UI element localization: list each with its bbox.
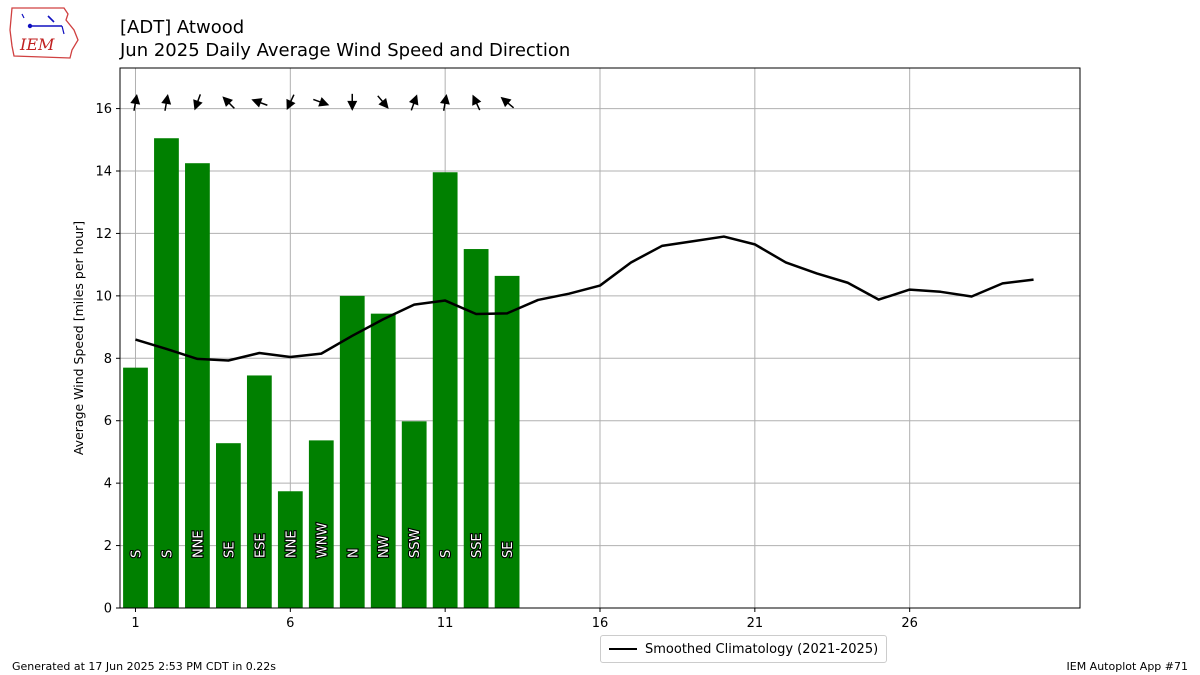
wind-direction-arrow bbox=[408, 94, 419, 111]
wind-direction-label: WNW bbox=[315, 522, 330, 558]
wind-direction-arrow bbox=[347, 93, 358, 111]
arrow-head bbox=[130, 93, 141, 105]
logo-text: IEM bbox=[19, 35, 55, 54]
wind-speed-bar bbox=[370, 313, 396, 608]
wind-arrows-layer bbox=[130, 93, 515, 111]
arrow-head bbox=[286, 98, 296, 111]
arrow-head bbox=[347, 100, 358, 111]
iem-logo: IEM bbox=[9, 7, 79, 59]
wind-speed-bar bbox=[216, 443, 241, 608]
wind-direction-label: NNE bbox=[191, 530, 206, 558]
wind-direction-arrow bbox=[161, 93, 172, 111]
wind-direction-arrow bbox=[313, 97, 330, 107]
arrow-head bbox=[251, 98, 263, 108]
direction-labels-layer: S S NNE SE ESE NNE WNW N NW SSW S SSE SE bbox=[128, 521, 517, 559]
wind-speed-bar bbox=[123, 367, 148, 608]
wind-speed-bar bbox=[463, 249, 489, 608]
wind-direction-label: N bbox=[346, 548, 361, 558]
legend-label: Smoothed Climatology (2021-2025) bbox=[645, 641, 879, 657]
wind-direction-arrow bbox=[251, 98, 268, 108]
wind-direction-label: S bbox=[439, 550, 454, 558]
wind-direction-arrow bbox=[500, 96, 515, 109]
footer-generated-text: Generated at 17 Jun 2025 2:53 PM CDT in … bbox=[12, 660, 277, 673]
arrow-head bbox=[472, 94, 482, 106]
bars-layer bbox=[123, 138, 520, 609]
y-tick-label: 10 bbox=[95, 289, 112, 304]
arrow-head bbox=[408, 94, 419, 106]
wind-direction-label: NNE bbox=[284, 530, 299, 558]
wind-direction-arrow bbox=[439, 93, 450, 111]
y-tick-label: 6 bbox=[104, 414, 112, 429]
wind-direction-arrow bbox=[193, 94, 203, 111]
y-tick-label: 12 bbox=[95, 227, 112, 242]
climatology-line bbox=[135, 235, 1034, 362]
arrow-head bbox=[500, 96, 512, 108]
y-tick-label: 4 bbox=[104, 477, 112, 492]
logo-station-dot bbox=[27, 23, 33, 29]
wind-direction-label: SE bbox=[501, 542, 516, 558]
x-tick-label: 11 bbox=[437, 616, 454, 631]
wind-speed-bar bbox=[432, 172, 458, 608]
arrow-head bbox=[378, 97, 389, 109]
wind-speed-bar bbox=[308, 440, 334, 608]
wind-direction-label: SSE bbox=[470, 533, 485, 558]
wind-speed-bar bbox=[185, 163, 210, 608]
x-tick-label: 16 bbox=[592, 616, 609, 631]
chart-title-line-2: Jun 2025 Daily Average Wind Speed and Di… bbox=[120, 40, 571, 61]
wind-direction-label: NW bbox=[377, 535, 392, 558]
wind-speed-bar bbox=[277, 491, 303, 608]
wind-direction-arrow bbox=[472, 94, 482, 111]
arrow-head bbox=[161, 93, 172, 105]
y-tick-label: 16 bbox=[95, 102, 112, 117]
wind-direction-arrow bbox=[130, 93, 141, 111]
y-tick-label: 0 bbox=[104, 602, 112, 617]
wind-direction-arrow bbox=[222, 96, 235, 109]
wind-direction-arrow bbox=[377, 95, 389, 109]
y-tick-label: 8 bbox=[104, 352, 112, 367]
wind-direction-arrow bbox=[286, 94, 296, 111]
x-tick-label: 21 bbox=[747, 616, 764, 631]
y-tick-label: 2 bbox=[104, 539, 112, 554]
wind-direction-label: SE bbox=[222, 542, 237, 558]
wind-speed-bar bbox=[154, 138, 179, 609]
arrow-head bbox=[318, 97, 330, 107]
wind-direction-label: SSW bbox=[408, 529, 423, 559]
arrow-head bbox=[439, 93, 450, 105]
legend-line-swatch bbox=[609, 648, 637, 650]
wind-direction-label: S bbox=[160, 550, 175, 558]
wind-speed-bar bbox=[401, 421, 427, 608]
wind-speed-bar bbox=[339, 295, 365, 608]
x-tick-label: 26 bbox=[901, 616, 918, 631]
arrow-head bbox=[193, 99, 203, 111]
climatology-line-layer bbox=[135, 235, 1034, 362]
wind-speed-bar bbox=[246, 375, 272, 608]
chart-title-line-1: [ADT] Atwood bbox=[120, 17, 245, 38]
y-axis-label: Average Wind Speed [miles per hour] bbox=[71, 221, 86, 455]
wind-direction-label: S bbox=[129, 550, 144, 558]
x-tick-label: 1 bbox=[131, 616, 139, 631]
arrow-head bbox=[222, 96, 233, 107]
y-tick-label: 14 bbox=[95, 165, 112, 180]
wind-speed-bar bbox=[494, 275, 520, 608]
wind-direction-label: ESE bbox=[253, 533, 268, 558]
legend: Smoothed Climatology (2021-2025) bbox=[600, 635, 888, 663]
footer-app-text: IEM Autoplot App #71 bbox=[1066, 660, 1189, 673]
x-tick-label: 6 bbox=[286, 616, 294, 631]
